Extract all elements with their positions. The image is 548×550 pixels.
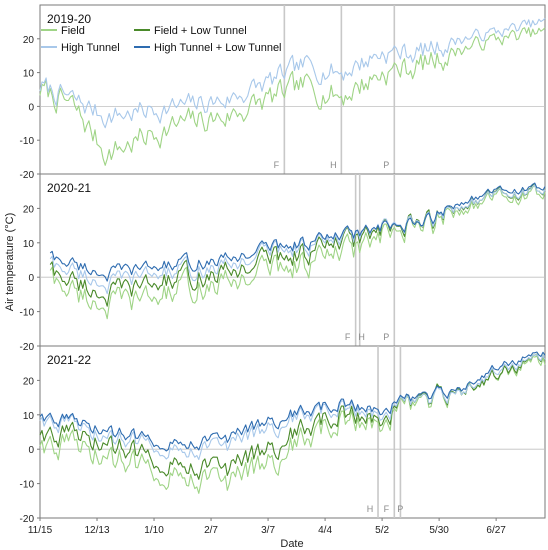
series-line-field [39,27,546,166]
y-tick-label: 0 [28,102,34,113]
event-label: H [358,332,365,342]
event-label: P [397,504,403,514]
y-tick-label: -10 [20,480,35,491]
series-line-high-tunnel-low-tunnel [49,182,546,282]
y-tick-label: 0 [28,273,34,284]
panel-title: 2019-20 [47,12,91,26]
event-label: H [330,160,337,170]
y-tick-label: 10 [23,411,35,422]
panel-frame [39,173,546,347]
legend-field-label: Field [61,25,85,37]
series-line-high-tunnel [39,17,546,129]
event-label: P [383,332,389,342]
x-tick-label: 3/7 [261,525,275,536]
y-tick-label: 10 [23,69,35,80]
series-line-high-tunnel [39,353,546,461]
x-tick-label: 5/2 [375,525,389,536]
x-tick-label: 2/7 [204,525,218,536]
y-tick-label: 20 [23,204,35,215]
x-tick-label: 11/15 [28,525,53,536]
event-label: F [384,504,390,514]
series-line-high-tunnel-low-tunnel [39,351,546,452]
y-tick-label: 0 [28,445,34,456]
panel-frame [39,4,546,175]
x-tick-label: 12/13 [85,525,110,536]
x-tick-label: 4/4 [318,525,332,536]
y-tick-label: -20 [20,342,35,353]
panel-frame [39,345,546,519]
event-label: P [383,160,389,170]
y-tick-label: 20 [23,35,35,46]
legend-high-tunnel-label: High Tunnel [61,42,120,54]
y-tick-label: -20 [20,514,35,525]
event-label: F [274,160,280,170]
x-axis-label: Date [280,538,303,550]
y-tick-label: 10 [23,239,35,250]
x-tick-label: 1/10 [144,525,164,536]
series-line-high-tunnel [49,184,546,295]
panel-title: 2021-22 [47,353,91,367]
y-axis-label: Air temperature (°C) [4,213,16,312]
legend-high-tunnel-low-tunnel-label: High Tunnel + Low Tunnel [154,42,282,54]
panel-title: 2020-21 [47,181,91,195]
y-tick-label: 20 [23,376,35,387]
y-tick-label: -20 [20,170,35,181]
y-tick-label: -10 [20,308,35,319]
event-label: F [345,332,351,342]
x-tick-label: 5/30 [429,525,449,536]
series-line-field [39,355,546,494]
y-tick-label: -10 [20,136,35,147]
legend-field-low-tunnel-label: Field + Low Tunnel [154,25,247,37]
series-line-field [49,184,546,320]
x-tick-label: 6/27 [486,525,506,536]
event-label: H [367,504,374,514]
